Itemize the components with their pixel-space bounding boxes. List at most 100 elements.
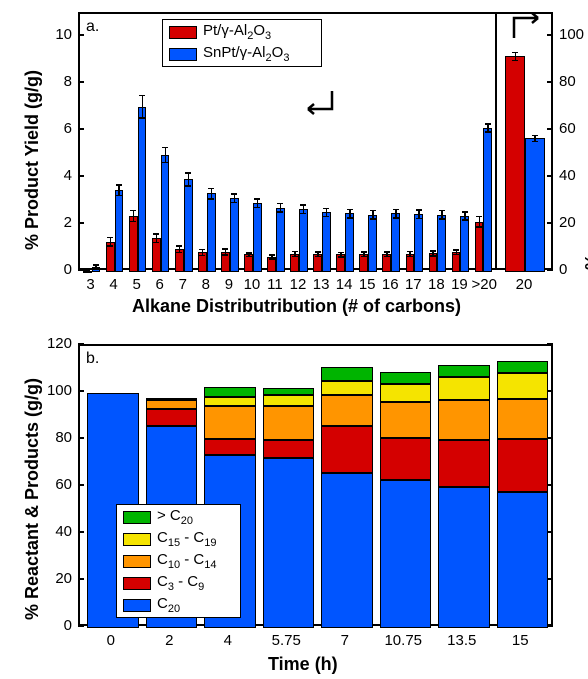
panel-a-xtick: 11 xyxy=(264,276,286,293)
panel-b-bar-segment xyxy=(204,387,256,396)
panel-a-bar xyxy=(368,215,377,272)
legend-swatch xyxy=(123,555,151,568)
panel-a-bar xyxy=(437,215,446,272)
legend-label: C20 xyxy=(157,595,180,615)
panel-a-bar xyxy=(460,216,469,272)
panel-a-xtick: 19 xyxy=(448,276,470,293)
panel-a-bar xyxy=(115,190,124,272)
legend-swatch xyxy=(123,577,151,590)
panel-b-xtick: 4 xyxy=(208,632,248,649)
panel-b-bar-segment xyxy=(438,487,490,628)
panel-b-bar-segment xyxy=(146,400,198,409)
panel-a-bar xyxy=(299,209,308,272)
panel-a-bar xyxy=(207,193,216,272)
panel-a-bar-right xyxy=(505,56,525,272)
panel-b-ytick: 80 xyxy=(55,429,72,446)
panel-b-bar-segment xyxy=(497,373,549,399)
panel-b-bar-segment xyxy=(497,439,549,492)
panel-a-ytick-left: 2 xyxy=(64,214,72,231)
panel-b-bar-segment xyxy=(321,381,373,395)
panel-b-bar-segment xyxy=(263,406,315,440)
panel-b-bar-segment xyxy=(146,409,198,425)
panel-b-ytick: 120 xyxy=(47,335,72,352)
panel-b-bar-segment xyxy=(380,372,432,384)
panel-b-bar-segment xyxy=(438,377,490,401)
panel-a-bar xyxy=(322,212,331,272)
panel-b-bar-segment xyxy=(204,439,256,455)
panel-b-ylabel: % Reactant & Products (g/g) xyxy=(22,378,43,620)
panel-a-bar xyxy=(475,222,484,272)
legend-label: Pt/γ-Al2O3 xyxy=(203,22,271,42)
panel-a-ytick-left: 0 xyxy=(64,261,72,278)
panel-a-xlabel: Alkane Distributribution (# of carbons) xyxy=(132,296,461,317)
panel-a-ytick-left: 6 xyxy=(64,120,72,137)
panel-b-letter: b. xyxy=(86,350,99,368)
panel-a-xtick: 4 xyxy=(103,276,125,293)
panel-a-ytick-right: 0 xyxy=(559,261,567,278)
panel-a-ytick-right: 100 xyxy=(559,26,584,43)
legend-swatch xyxy=(169,26,197,39)
panel-a-xtick: 13 xyxy=(310,276,332,293)
panel-a-ytick-right: 20 xyxy=(559,214,576,231)
panel-a-ytick-left: 4 xyxy=(64,167,72,184)
figure-container: a. Pt/γ-Al2O3SnPt/γ-Al2O3 % Product Yiel… xyxy=(0,0,588,679)
legend-label: SnPt/γ-Al2O3 xyxy=(203,44,289,64)
panel-b-xtick: 7 xyxy=(325,632,365,649)
panel-a-xtick: 9 xyxy=(218,276,240,293)
panel-a-xtick: 5 xyxy=(126,276,148,293)
panel-a-xtick: 15 xyxy=(356,276,378,293)
panel-b-legend: > C20C15 - C19C10 - C14C3 - C9C20 xyxy=(116,504,241,618)
panel-a-bar xyxy=(276,208,285,273)
panel-a-ylabel-left: % Product Yield (g/g) xyxy=(22,70,43,250)
panel-a-xtick: 10 xyxy=(241,276,263,293)
panel-b-xtick: 13.5 xyxy=(442,632,482,649)
panel-b-bar-segment xyxy=(263,388,315,395)
panel-a-xtick: 17 xyxy=(402,276,424,293)
panel-b-bar-segment xyxy=(321,367,373,381)
panel-a-xtick: 6 xyxy=(149,276,171,293)
panel-a-ytick-left: 8 xyxy=(64,73,72,90)
panel-b-bar-segment xyxy=(497,492,549,628)
panel-a-ylabel-right: % Residual Reactant (g/g) xyxy=(582,194,588,270)
panel-b-bar-segment xyxy=(263,458,315,628)
legend-item: > C20 xyxy=(123,507,234,527)
panel-a-bar xyxy=(138,107,147,272)
panel-b-bar-segment xyxy=(497,399,549,439)
panel-b-bar-segment xyxy=(146,398,198,400)
panel-b-bar-segment xyxy=(321,395,373,426)
panel-a-xtick: 18 xyxy=(425,276,447,293)
panel-a-ytick-right: 80 xyxy=(559,73,576,90)
legend-swatch xyxy=(123,533,151,546)
panel-b-xtick: 15 xyxy=(500,632,540,649)
panel-a-bar xyxy=(129,216,138,272)
panel-a-bar xyxy=(184,179,193,272)
panel-b-bar-segment xyxy=(321,426,373,473)
panel-b-plot-area: b. > C20C15 - C19C10 - C14C3 - C9C20 xyxy=(78,344,553,626)
panel-b-bar-segment xyxy=(204,406,256,439)
panel-b-xtick: 10.75 xyxy=(383,632,423,649)
legend-item: C10 - C14 xyxy=(123,551,234,571)
legend-swatch xyxy=(123,599,151,612)
legend-item: Pt/γ-Al2O3 xyxy=(169,22,315,42)
panel-b-xlabel: Time (h) xyxy=(268,654,338,675)
panel-a-ytick-left: 10 xyxy=(55,26,72,43)
panel-a-bar xyxy=(391,213,400,272)
panel-a-bar-right xyxy=(525,138,545,272)
panel-a-xtick: 7 xyxy=(172,276,194,293)
panel-a-divider xyxy=(495,14,497,268)
panel-b-ytick: 40 xyxy=(55,523,72,540)
panel-b-bar-segment xyxy=(380,384,432,403)
panel-b-bar-segment xyxy=(497,361,549,373)
panel-b-bar-segment xyxy=(380,402,432,437)
legend-label: C3 - C9 xyxy=(157,573,204,593)
panel-a-ytick-right: 40 xyxy=(559,167,576,184)
legend-item: C15 - C19 xyxy=(123,529,234,549)
panel-a-bar xyxy=(345,213,354,272)
panel-b-bar-segment xyxy=(438,440,490,487)
panel-b-ytick: 60 xyxy=(55,476,72,493)
panel-a-bar xyxy=(230,198,239,272)
panel-b-bar-segment xyxy=(380,480,432,628)
panel-a-xtick: >20 xyxy=(471,276,493,293)
panel-a-ytick-right: 60 xyxy=(559,120,576,137)
panel-a-xtick: 16 xyxy=(379,276,401,293)
